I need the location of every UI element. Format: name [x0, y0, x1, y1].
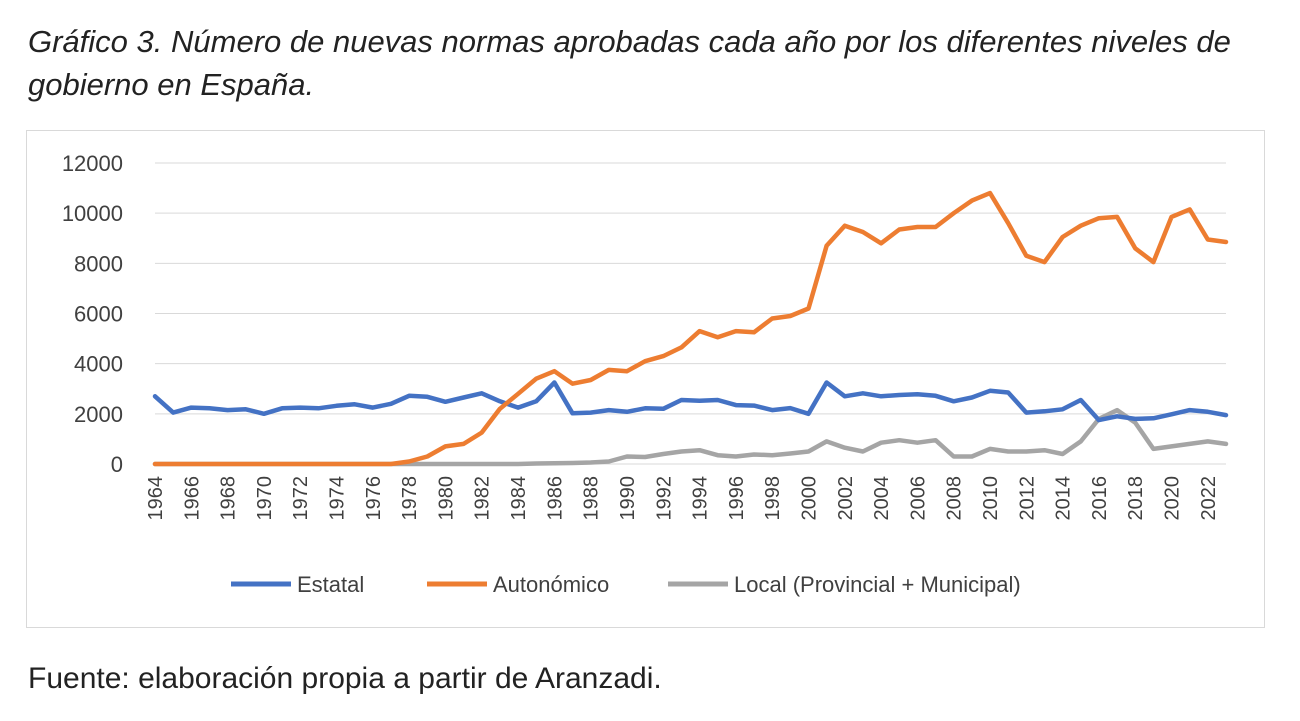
x-tick-label: 1974: [327, 476, 349, 521]
y-tick-label: 10000: [62, 201, 123, 226]
legend: Estatal Autonómico Local (Provincial + Mun…: [231, 572, 1021, 597]
x-tick-label: 2020: [1162, 476, 1184, 521]
x-tick-label: 2006: [907, 476, 929, 521]
y-tick-label: 12000: [62, 151, 123, 176]
series-line-1: [152, 190, 1229, 467]
x-tick-label: 1996: [726, 476, 748, 521]
x-tick-label: 1976: [363, 476, 385, 521]
x-tick-label: 2000: [798, 476, 820, 521]
y-axis-ticks: 0 2000 4000 6000 8000 10000 12000: [62, 151, 123, 477]
x-axis-ticks: 1964 1966 1968 1970 1972 1974 1976 1978 1980 1982…: [145, 476, 1220, 521]
gridlines: [155, 162, 1226, 465]
legend-label-2: Local (Provincial + Municipal): [734, 572, 1021, 597]
x-tick-label: 1970: [254, 476, 276, 521]
y-tick-label: 8000: [74, 251, 123, 276]
x-tick-label: 1990: [617, 476, 639, 521]
x-tick-label: 1980: [435, 476, 457, 521]
x-tick-label: 2008: [944, 476, 966, 521]
x-tick-label: 2018: [1125, 476, 1147, 521]
y-tick-label: 6000: [74, 302, 123, 327]
chart-area: 0 2000 4000 6000 8000 10000 12000 1964 1966 1968…: [26, 130, 1265, 628]
x-tick-label: 2002: [835, 476, 857, 521]
source-note: Fuente: elaboración propia a partir de A…: [28, 662, 662, 695]
x-tick-label: 2016: [1089, 476, 1111, 521]
y-tick-label: 0: [111, 452, 123, 477]
x-tick-label: 2014: [1053, 476, 1075, 521]
x-tick-label: 1998: [762, 476, 784, 521]
legend-label-1: Autonómico: [493, 572, 609, 597]
x-tick-label: 1986: [544, 476, 566, 521]
x-tick-label: 1966: [181, 476, 203, 521]
line-chart: 0 2000 4000 6000 8000 10000 12000 1964 1966 1968…: [62, 151, 1229, 597]
x-tick-label: 1978: [399, 476, 421, 521]
x-tick-label: 1968: [218, 476, 240, 521]
x-tick-label: 1984: [508, 476, 530, 521]
y-tick-label: 2000: [74, 402, 123, 427]
series-lines: [152, 190, 1229, 467]
x-tick-label: 1992: [653, 476, 675, 521]
x-tick-label: 1964: [145, 476, 167, 521]
x-tick-label: 1994: [690, 476, 712, 521]
x-tick-label: 2004: [871, 476, 893, 521]
series-line-0: [152, 380, 1229, 423]
x-tick-label: 1988: [581, 476, 603, 521]
y-tick-label: 4000: [74, 352, 123, 377]
series-line-2: [152, 407, 1229, 467]
legend-label-0: Estatal: [297, 572, 364, 597]
x-tick-label: 2010: [980, 476, 1002, 521]
x-tick-label: 2012: [1016, 476, 1038, 521]
x-tick-label: 1972: [290, 476, 312, 521]
x-tick-label: 2022: [1198, 476, 1220, 521]
x-tick-label: 1982: [472, 476, 494, 521]
chart-title: Gráfico 3. Número de nuevas normas aprob…: [28, 24, 1231, 102]
